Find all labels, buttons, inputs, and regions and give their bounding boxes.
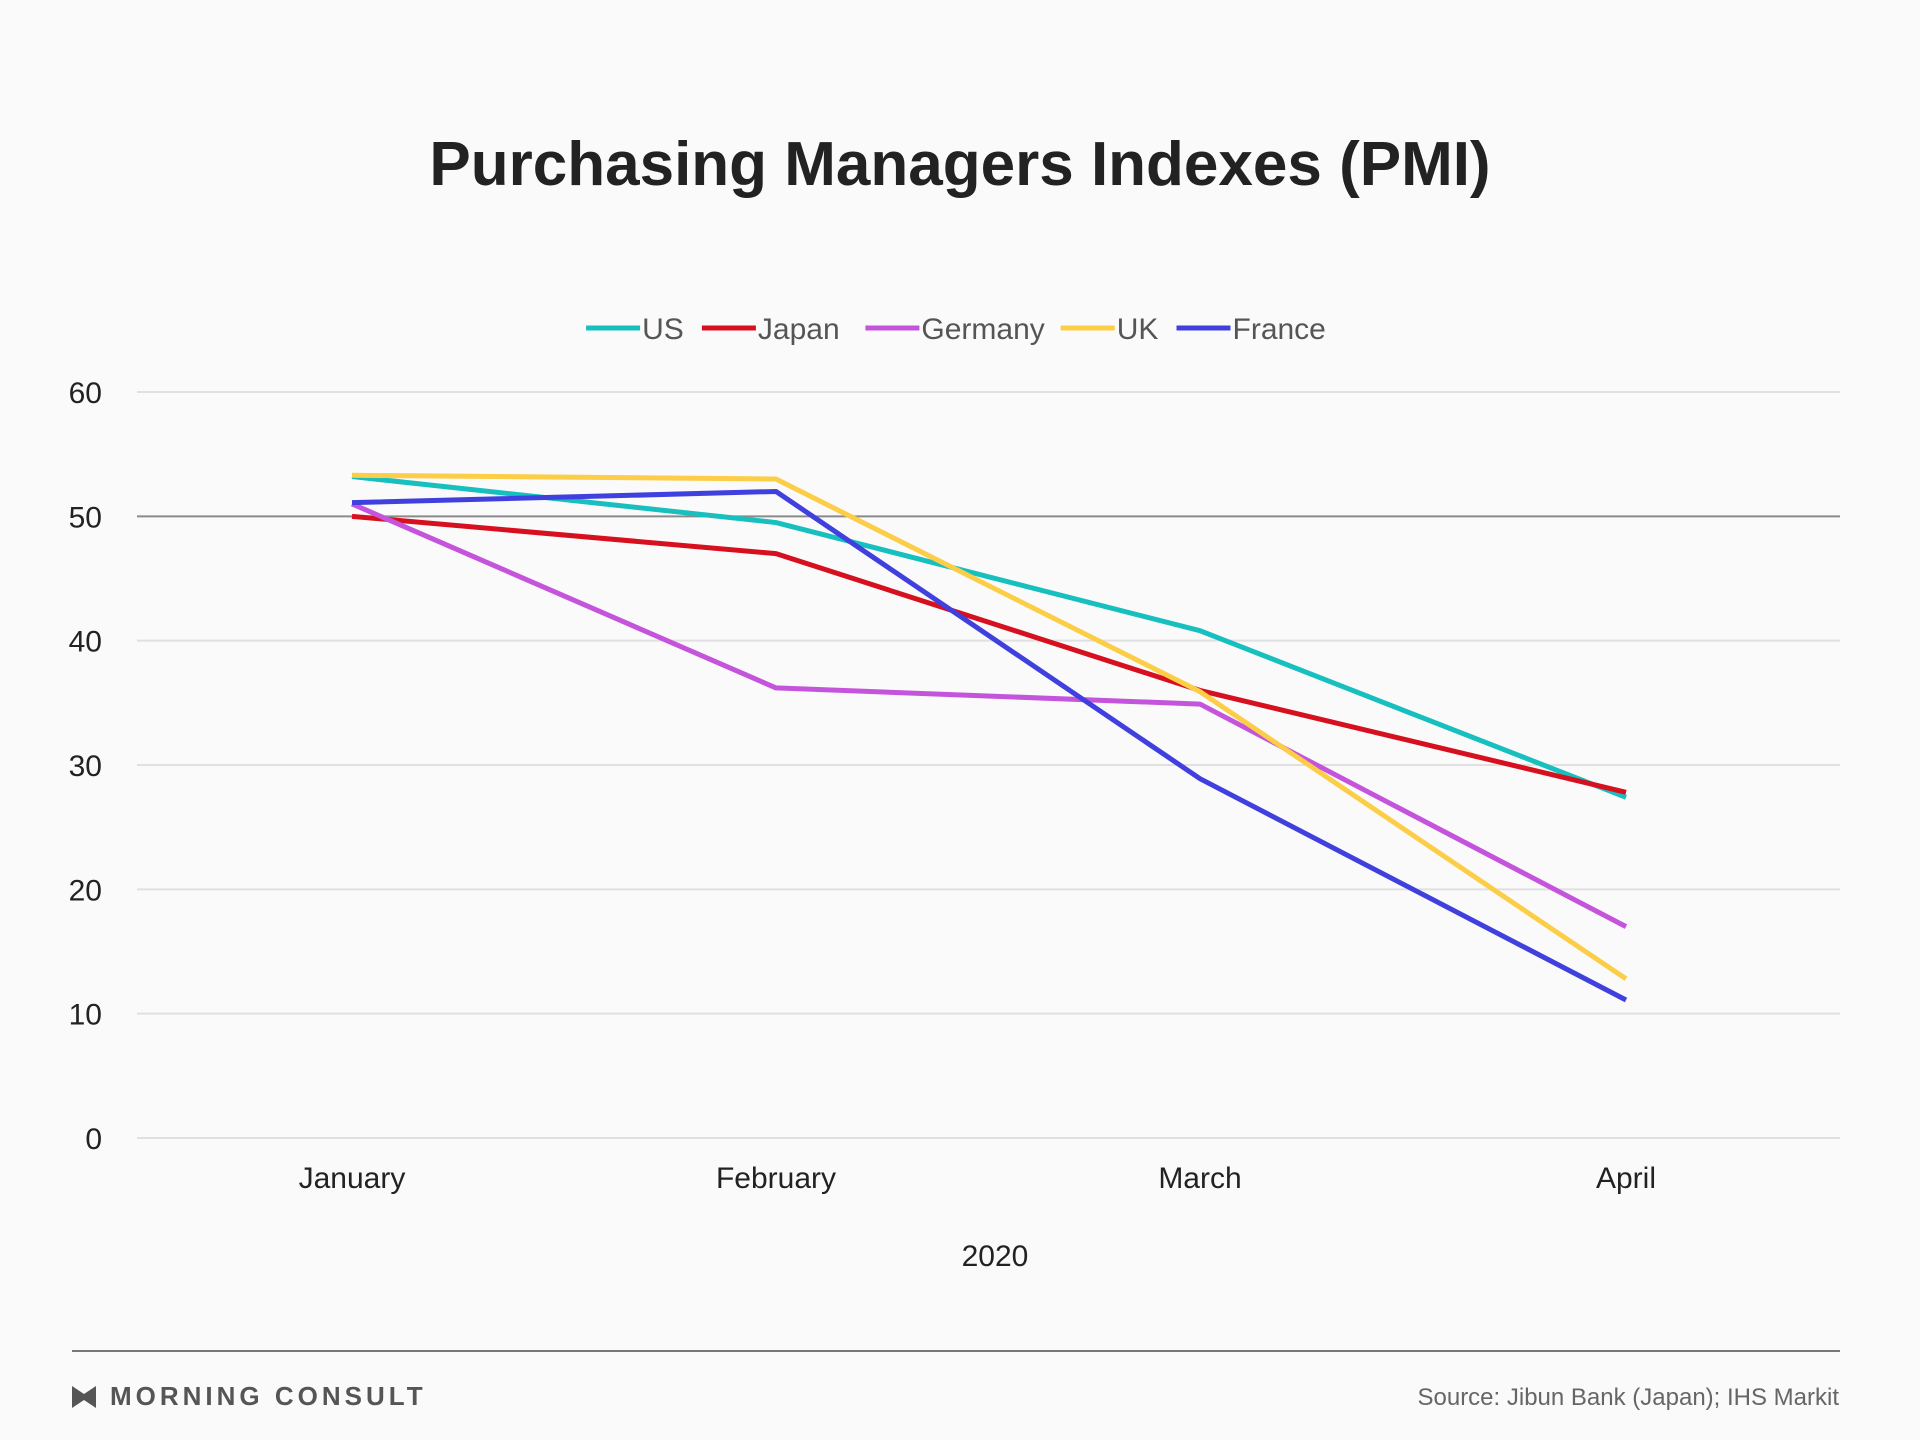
y-axis-ticks: 0 10 20 30 40 50 60	[69, 377, 102, 1156]
x-tick-label: April	[1596, 1162, 1656, 1195]
y-tick-label: 40	[69, 626, 102, 659]
legend-label: US	[642, 313, 684, 346]
x-axis-ticks: January February March April	[299, 1162, 1656, 1195]
legend-item-japan: Japan	[701, 313, 840, 346]
legend-item-us: US	[586, 313, 684, 346]
source-note: Source: Jibun Bank (Japan); IHS Markit	[1417, 1384, 1839, 1411]
y-tick-label: 60	[69, 377, 102, 410]
x-tick-label: January	[299, 1162, 406, 1195]
y-tick-label: 20	[69, 874, 102, 907]
y-tick-label: 10	[69, 999, 102, 1032]
legend-label: UK	[1117, 313, 1159, 346]
legend-item-germany: Germany	[865, 313, 1045, 346]
y-tick-label: 0	[85, 1123, 102, 1156]
y-tick-label: 30	[69, 750, 102, 783]
series-line-uk	[351, 472, 1628, 981]
legend-item-france: France	[1176, 313, 1326, 346]
brand-name: MORNING CONSULT	[110, 1381, 427, 1411]
y-tick-label: 50	[69, 501, 102, 534]
x-tick-label: March	[1158, 1162, 1241, 1195]
legend: US Japan Germany UK France	[586, 313, 1326, 346]
legend-item-uk: UK	[1060, 313, 1159, 346]
x-tick-label: February	[716, 1162, 836, 1195]
series-line-japan	[351, 513, 1627, 795]
series-line-germany	[351, 501, 1628, 929]
series-lines	[351, 472, 1628, 1003]
x-axis-label: 2020	[962, 1240, 1029, 1273]
legend-label: France	[1233, 313, 1326, 346]
morning-consult-logo-icon	[72, 1386, 96, 1408]
chart-title: Purchasing Managers Indexes (PMI)	[429, 130, 1490, 199]
legend-label: Japan	[758, 313, 840, 346]
series-line-france	[351, 488, 1628, 1003]
legend-label: Germany	[921, 313, 1044, 346]
